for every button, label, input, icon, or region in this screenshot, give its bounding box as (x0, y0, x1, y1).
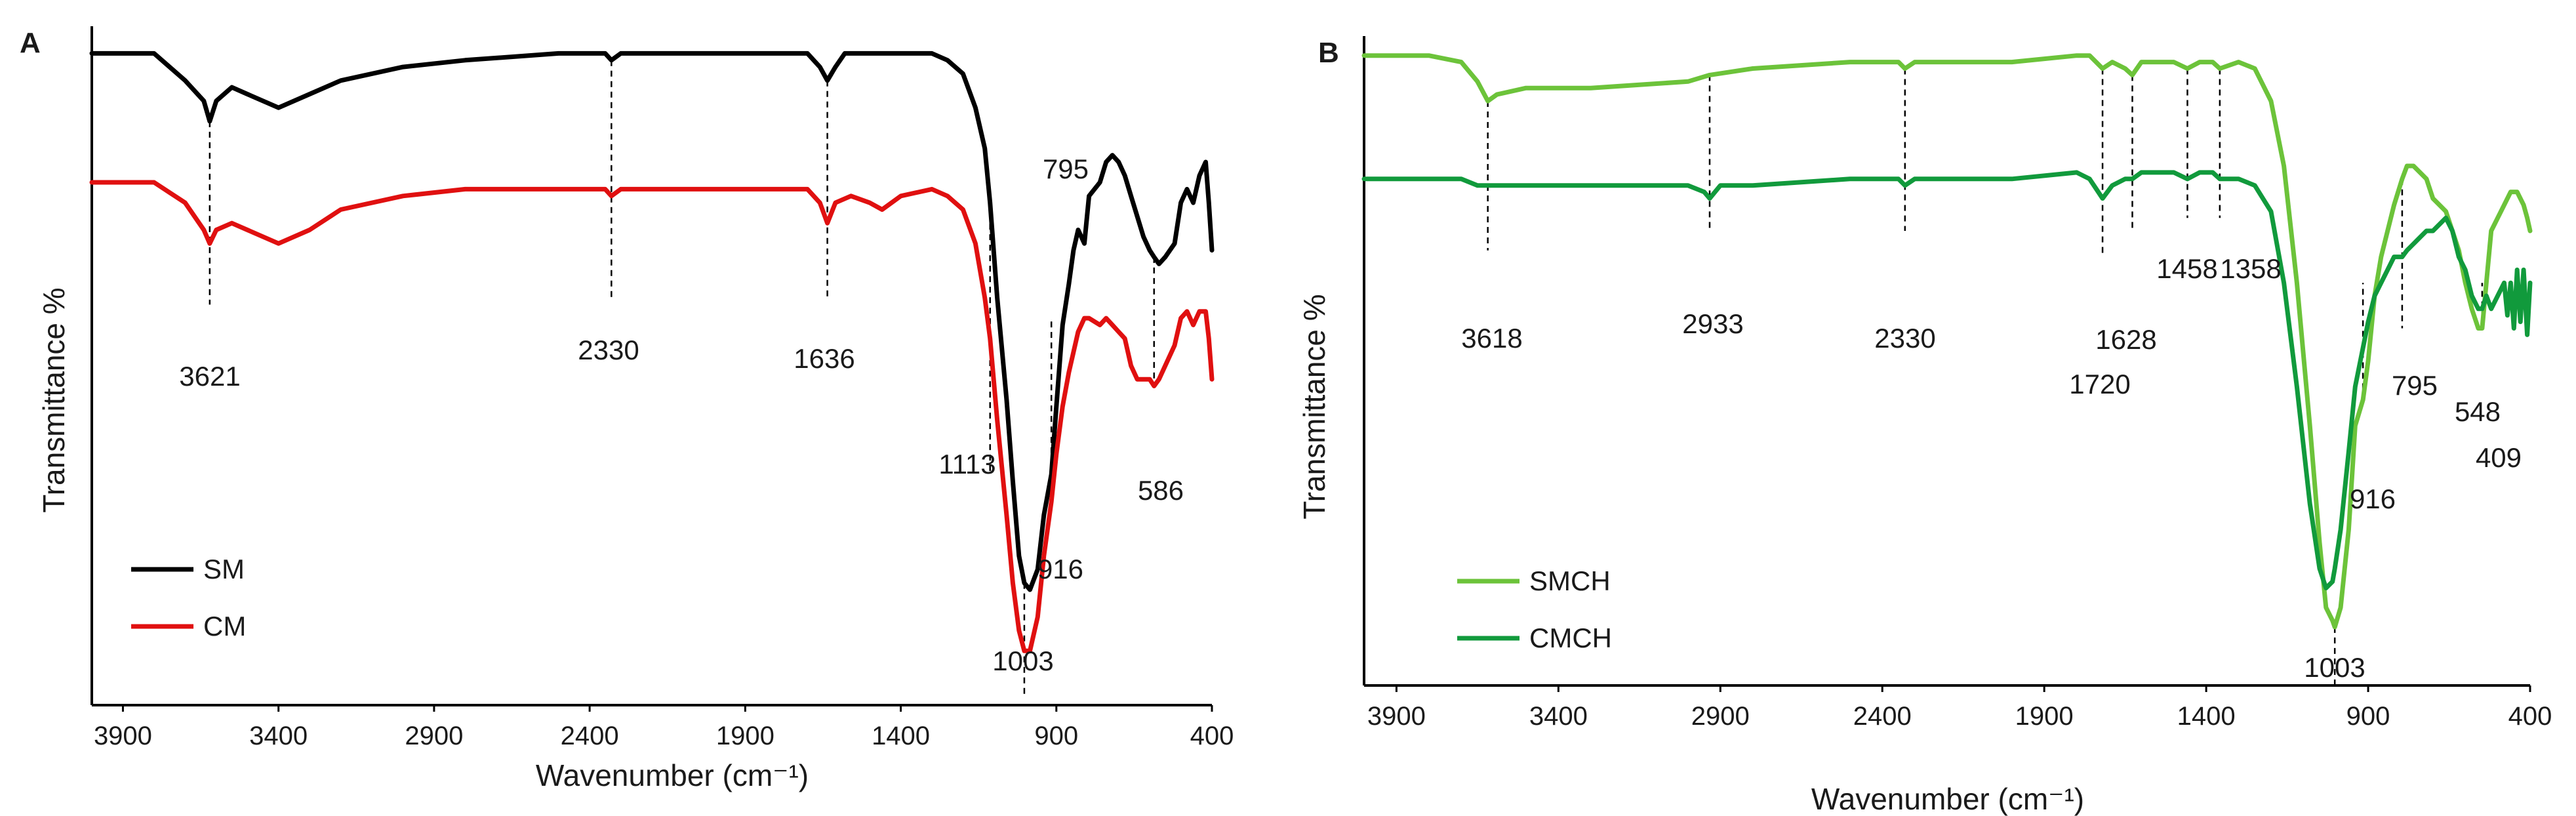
peak-label-1358: 1358 (2220, 253, 2281, 284)
x-tick-label: 1900 (716, 722, 775, 750)
peak-label-1113: 1113 (938, 449, 996, 479)
legend-label-cm: CM (203, 611, 246, 642)
panel-b-peak-labels: 3618 2933 2330 1720 1628 1458 1358 1003 916 795 54… (1461, 253, 2522, 683)
panel-a-peak-markers (209, 60, 1156, 699)
peak-label-409: 409 (2476, 442, 2522, 473)
peak-label-1636: 1636 (794, 343, 855, 374)
peak-label-795: 795 (1043, 153, 1089, 184)
series-line-smch (1361, 53, 2533, 630)
panel-a-y-axis-title: Transmittance % (37, 287, 71, 512)
peak-label-2330: 2330 (578, 335, 639, 365)
panel-a-chart: A Transmittance % Wavenumber (cm⁻¹) 3900… (20, 26, 1234, 792)
peak-label-795: 795 (2392, 370, 2438, 401)
legend-label-sm: SM (203, 554, 245, 584)
panel-b-legend: SMCH CMCH (1457, 565, 1612, 653)
panel-a-series (89, 51, 1215, 653)
peak-label-1720: 1720 (2069, 369, 2130, 399)
peak-label-1003: 1003 (2304, 652, 2365, 683)
peak-label-1003: 1003 (992, 645, 1053, 676)
panel-a-label: A (20, 27, 41, 59)
panel-b-label: B (1318, 37, 1339, 69)
panel-a-x-ticks: 3900 3400 2900 2400 1900 1400 900 400 (94, 705, 1234, 750)
panel-b-x-axis-title: Wavenumber (cm⁻¹) (1811, 782, 2084, 816)
panel-a-legend: SM CM (131, 554, 246, 642)
x-tick-label: 1400 (872, 722, 930, 750)
panel-a-x-axis-title: Wavenumber (cm⁻¹) (536, 758, 809, 792)
peak-label-916: 916 (2350, 483, 2396, 514)
x-tick-label: 1900 (2015, 702, 2074, 731)
x-tick-label: 3900 (1367, 702, 1426, 731)
series-line-sm (89, 51, 1215, 592)
peak-label-1458: 1458 (2156, 253, 2217, 284)
panel-b-peak-markers (1487, 68, 2484, 685)
peak-label-2933: 2933 (1682, 308, 1743, 339)
x-tick-label: 3400 (249, 722, 308, 750)
x-tick-label: 3400 (1529, 702, 1588, 731)
x-tick-label: 900 (1034, 722, 1078, 750)
peak-label-2330: 2330 (1874, 323, 1935, 354)
x-tick-label: 2900 (405, 722, 463, 750)
x-tick-label: 2400 (1853, 702, 1912, 731)
panel-b-series (1361, 53, 2533, 630)
peak-label-548: 548 (2455, 396, 2501, 427)
legend-label-smch: SMCH (1529, 565, 1611, 596)
x-tick-label: 900 (2346, 702, 2390, 731)
series-line-cm (89, 180, 1215, 653)
peak-label-3618: 3618 (1461, 323, 1522, 354)
panel-b-chart: B Transmittance % Wavenumber (cm⁻¹) 3900… (1297, 36, 2552, 816)
x-tick-label: 2900 (1691, 702, 1750, 731)
x-tick-label: 3900 (94, 722, 152, 750)
x-tick-label: 400 (1190, 722, 1234, 750)
legend-label-cmch: CMCH (1529, 622, 1612, 653)
panel-b-y-axis-title: Transmittance % (1297, 294, 1331, 519)
peak-label-1628: 1628 (2095, 324, 2156, 355)
panel-a-peak-labels: 3621 2330 1636 1113 1003 916 795 586 (179, 153, 1184, 676)
peak-label-586: 586 (1138, 475, 1184, 506)
peak-label-3621: 3621 (179, 361, 240, 392)
x-tick-label: 2400 (561, 722, 619, 750)
series-line-cmch (1361, 170, 2533, 590)
x-tick-label: 400 (2508, 702, 2552, 731)
peak-label-916: 916 (1037, 554, 1083, 584)
x-tick-label: 1400 (2177, 702, 2236, 731)
panel-b-x-ticks: 3900 3400 2900 2400 1900 1400 900 400 (1367, 685, 2552, 731)
